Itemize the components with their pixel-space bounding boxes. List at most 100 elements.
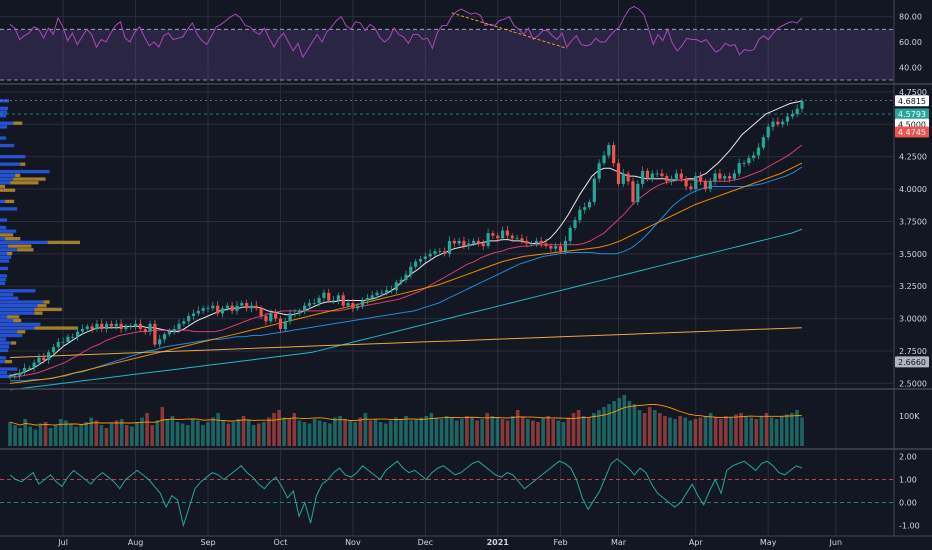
candle-body[interactable] xyxy=(689,186,693,190)
candle-body[interactable] xyxy=(143,328,147,332)
candle-body[interactable] xyxy=(645,170,650,179)
candle-body[interactable] xyxy=(409,266,413,275)
candle-body[interactable] xyxy=(312,303,316,304)
candle-body[interactable] xyxy=(191,313,196,317)
candle-body[interactable] xyxy=(201,308,205,311)
candle-body[interactable] xyxy=(100,323,104,329)
volume-pane[interactable]: 100K xyxy=(8,395,920,446)
candle-body[interactable] xyxy=(365,297,369,301)
candle-body[interactable] xyxy=(346,303,350,306)
candle-body[interactable] xyxy=(800,100,804,109)
candle-body[interactable] xyxy=(336,295,340,301)
candle-body[interactable] xyxy=(172,328,176,332)
candle-body[interactable] xyxy=(563,240,567,252)
candle-body[interactable] xyxy=(578,209,582,221)
candle-body[interactable] xyxy=(259,308,263,317)
candle-body[interactable] xyxy=(235,305,239,311)
candle-body[interactable] xyxy=(785,116,790,122)
candle-body[interactable] xyxy=(109,323,114,327)
candle-body[interactable] xyxy=(539,240,543,244)
candle-body[interactable] xyxy=(747,157,751,164)
candle-body[interactable] xyxy=(781,121,785,125)
candle-body[interactable] xyxy=(196,310,200,314)
pane-separators[interactable] xyxy=(0,0,932,536)
candle-body[interactable] xyxy=(138,323,142,329)
candle-body[interactable] xyxy=(621,173,625,184)
candle-body[interactable] xyxy=(500,230,505,239)
candle-body[interactable] xyxy=(476,240,481,244)
candle-body[interactable] xyxy=(708,181,712,190)
candle-body[interactable] xyxy=(761,137,765,148)
candle-body[interactable] xyxy=(684,178,688,187)
candle-body[interactable] xyxy=(472,240,476,244)
candle-body[interactable] xyxy=(418,259,423,262)
candle-body[interactable] xyxy=(433,251,437,254)
candle-body[interactable] xyxy=(293,313,297,315)
candle-body[interactable] xyxy=(385,290,389,293)
candle-body[interactable] xyxy=(698,176,703,182)
candle-body[interactable] xyxy=(505,230,510,236)
candle-body[interactable] xyxy=(544,243,548,247)
candle-body[interactable] xyxy=(756,147,761,156)
candle-body[interactable] xyxy=(76,331,80,337)
candle-body[interactable] xyxy=(616,163,621,184)
candle-body[interactable] xyxy=(389,290,394,291)
candle-body[interactable] xyxy=(529,243,534,245)
candle-body[interactable] xyxy=(230,305,234,311)
candle-body[interactable] xyxy=(549,246,553,249)
candle-body[interactable] xyxy=(360,300,365,306)
candle-body[interactable] xyxy=(331,300,336,302)
candle-body[interactable] xyxy=(114,323,118,327)
candle-body[interactable] xyxy=(85,326,89,329)
candle-body[interactable] xyxy=(626,173,630,182)
candle-body[interactable] xyxy=(665,176,669,182)
candle-body[interactable] xyxy=(457,240,461,244)
candle-body[interactable] xyxy=(607,145,611,156)
candle-body[interactable] xyxy=(162,334,167,340)
candle-body[interactable] xyxy=(119,323,123,329)
candle-body[interactable] xyxy=(341,295,345,306)
candle-body[interactable] xyxy=(322,292,326,298)
candle-body[interactable] xyxy=(670,178,674,182)
candle-body[interactable] xyxy=(650,173,654,179)
candle-body[interactable] xyxy=(47,352,51,361)
candle-body[interactable] xyxy=(32,362,36,368)
candle-body[interactable] xyxy=(727,176,732,179)
candle-body[interactable] xyxy=(351,303,355,309)
rsi-pane[interactable]: 80.00 60.00 40.00 xyxy=(0,5,922,81)
candle-body[interactable] xyxy=(104,323,109,329)
candle-body[interactable] xyxy=(27,367,31,369)
candle-body[interactable] xyxy=(124,326,128,329)
candle-body[interactable] xyxy=(211,305,215,309)
candle-body[interactable] xyxy=(414,261,418,267)
candle-body[interactable] xyxy=(520,238,524,241)
candle-body[interactable] xyxy=(612,145,616,164)
price-pane[interactable]: 4.7500 4.5000 4.2500 4.0000 3.7500 3.5000 3.25… xyxy=(0,88,929,391)
oscillator-pane[interactable]: 2.00 1.00 0.00 -1.00 xyxy=(0,453,920,531)
candle-body[interactable] xyxy=(732,173,736,179)
candle-body[interactable] xyxy=(554,246,558,249)
candle-body[interactable] xyxy=(597,163,601,179)
candle-body[interactable] xyxy=(703,181,708,190)
candle-body[interactable] xyxy=(558,246,563,252)
candle-body[interactable] xyxy=(380,292,384,294)
candle-body[interactable] xyxy=(158,339,162,345)
candle-body[interactable] xyxy=(423,256,427,260)
candle-body[interactable] xyxy=(723,176,727,179)
candle-body[interactable] xyxy=(302,305,307,311)
candle-body[interactable] xyxy=(288,313,292,322)
candle-body[interactable] xyxy=(467,243,471,247)
candle-body[interactable] xyxy=(679,173,683,179)
candle-body[interactable] xyxy=(133,323,138,327)
candle-body[interactable] xyxy=(274,313,278,319)
candle-body[interactable] xyxy=(249,305,254,309)
candle-body[interactable] xyxy=(462,240,466,247)
candle-body[interactable] xyxy=(631,181,635,203)
candle-body[interactable] xyxy=(254,305,258,309)
candle-body[interactable] xyxy=(356,305,360,309)
candle-body[interactable] xyxy=(71,336,75,338)
candle-body[interactable] xyxy=(496,235,500,239)
candle-body[interactable] xyxy=(245,303,249,309)
candle-body[interactable] xyxy=(225,305,229,309)
candle-body[interactable] xyxy=(481,243,485,247)
